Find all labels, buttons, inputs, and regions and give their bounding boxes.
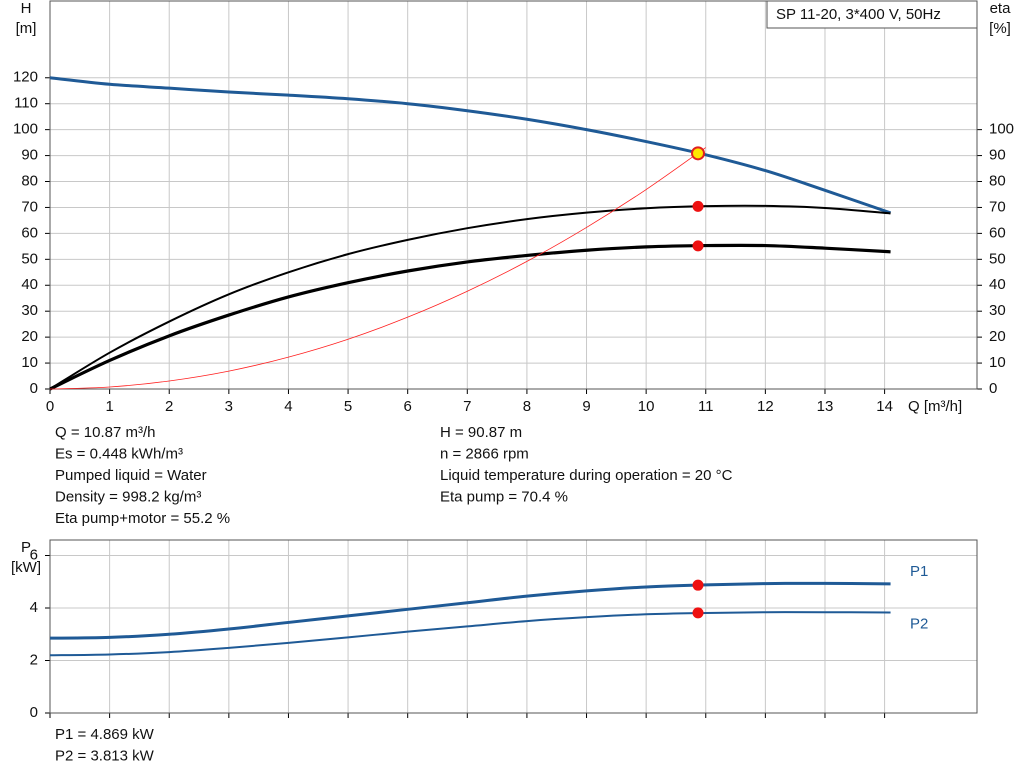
y-axis-unit: [m] [16,20,37,37]
y2-tick-label: 90 [989,147,1006,164]
series-label: P2 [910,615,928,632]
info-text: P2 = 3.813 kW [55,747,155,764]
x-tick-label: 1 [105,398,113,415]
y-tick-label: 0 [30,380,38,397]
x-tick-label: 14 [876,398,893,415]
curve [49,243,891,391]
y-axis-label: P [21,539,31,556]
y2-tick-label: 80 [989,172,1006,189]
x-tick-label: 9 [582,398,590,415]
y2-tick-label: 60 [989,224,1006,241]
series-label: P1 [910,563,928,580]
y2-axis-unit: [%] [989,20,1011,37]
y-axis-label: H [21,0,32,17]
x-tick-label: 10 [638,398,655,415]
x-tick-label: 8 [523,398,531,415]
y-tick-label: 50 [21,250,38,267]
y-tick-label: 90 [21,147,38,164]
x-tick-label: 7 [463,398,471,415]
y2-tick-label: 70 [989,198,1006,215]
y-tick-label: 4 [30,599,38,616]
info-text: Eta pump+motor = 55.2 % [55,510,230,527]
operating-point [691,146,706,161]
info-text: Pumped liquid = Water [55,467,207,484]
y-tick-label: 70 [21,198,38,215]
curve [49,76,892,215]
y-axis-unit: [kW] [11,559,41,576]
operating-point [692,607,704,619]
x-tick-label: 13 [817,398,834,415]
y-tick-label: 60 [21,224,38,241]
y2-tick-label: 0 [989,380,997,397]
chart-title: SP 11-20, 3*400 V, 50Hz [776,6,941,23]
y-tick-label: 120 [13,69,38,86]
y-tick-label: 100 [13,121,38,138]
y-tick-label: 40 [21,276,38,293]
info-text: Es = 0.448 kWh/m³ [55,445,183,462]
x-tick-label: 4 [284,398,292,415]
info-text: Q = 10.87 m³/h [55,424,155,441]
info-text: Eta pump = 70.4 % [440,488,568,505]
curve [49,611,891,657]
y-tick-label: 10 [21,354,38,371]
x-tick-label: 3 [225,398,233,415]
title-box [766,0,978,29]
y-tick-label: 30 [21,302,38,319]
x-tick-label: 2 [165,398,173,415]
y2-tick-label: 20 [989,328,1006,345]
y2-axis-label: eta [990,0,1012,17]
curve [49,147,706,390]
y2-tick-label: 40 [989,276,1006,293]
operating-point [692,240,704,252]
plot-frame [49,539,978,714]
info-text: H = 90.87 m [440,424,522,441]
y-tick-label: 20 [21,328,38,345]
curve [49,581,891,640]
y-tick-label: 2 [30,651,38,668]
info-text: Density = 998.2 kg/m³ [55,488,201,505]
x-tick-label: 5 [344,398,352,415]
info-text: P1 = 4.869 kW [55,726,155,743]
x-tick-label: 11 [698,398,714,415]
x-tick-label: 6 [404,398,412,415]
y2-tick-label: 100 [989,121,1014,138]
info-text: n = 2866 rpm [440,445,529,462]
operating-point [692,579,704,591]
x-tick-label: 0 [46,398,54,415]
y-tick-label: 6 [30,546,38,563]
y2-tick-label: 50 [989,250,1006,267]
x-tick-label: 12 [757,398,774,415]
curve [49,204,891,390]
plot-frame [49,0,978,390]
y2-tick-label: 30 [989,302,1006,319]
info-text: Liquid temperature during operation = 20… [440,467,733,484]
y-tick-label: 80 [21,172,38,189]
y2-tick-label: 10 [989,354,1006,371]
y-tick-label: 0 [30,704,38,721]
operating-point [692,200,704,212]
x-axis-label: Q [m³/h] [908,398,962,415]
y-tick-label: 110 [14,95,38,112]
